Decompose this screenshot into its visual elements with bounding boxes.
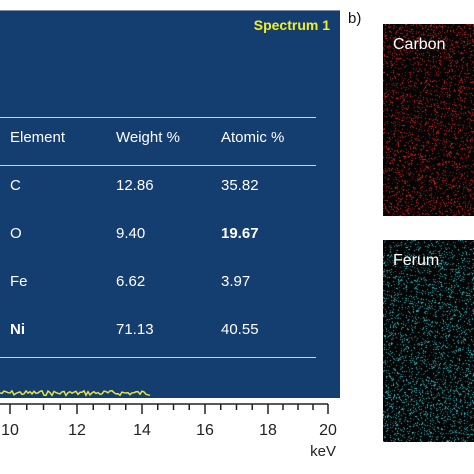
trace-background <box>0 388 340 398</box>
header-weight: Weight % <box>116 129 180 146</box>
row-atomic: 35.82 <box>221 177 259 194</box>
tick-label: 16 <box>196 422 214 439</box>
panel-b-letter: b) <box>348 10 362 27</box>
tick-label: 12 <box>68 422 86 439</box>
spectrum-baseline <box>0 389 151 397</box>
map-label: Carbon <box>393 36 446 53</box>
row-element: O <box>10 225 22 242</box>
tick-label: 10 <box>1 422 19 439</box>
spectrum-label: Spectrum 1 <box>253 17 330 33</box>
carbon-map: Carbon <box>383 24 474 216</box>
row-weight: 9.40 <box>116 225 146 242</box>
row-element: C <box>10 177 21 194</box>
eds-spectrum-panel: Spectrum 1 Element Weight % Atomic % C 1… <box>0 10 340 399</box>
row-weight: 12.86 <box>116 177 154 194</box>
tick-label: 14 <box>133 422 151 439</box>
row-weight: 71.13 <box>116 321 154 338</box>
tick-label: 18 <box>259 422 277 439</box>
tick-label: 20 <box>319 422 337 439</box>
row-element: Fe <box>10 273 28 290</box>
header-element: Element <box>10 129 66 146</box>
carbon-map-image <box>383 24 474 216</box>
table-bottom-rule <box>0 357 316 358</box>
map-label: Ferum <box>393 252 440 269</box>
x-axis-ticks <box>0 403 329 414</box>
table-top-rule <box>0 117 316 118</box>
ferum-map: Ferum <box>383 240 474 442</box>
spectrum-trace <box>0 388 340 398</box>
x-axis: 10 12 14 16 18 20 keV <box>0 398 340 474</box>
row-atomic: 19.67 <box>221 225 259 242</box>
tick-marks <box>9 404 329 414</box>
x-axis-unit: keV <box>310 443 336 460</box>
header-atomic: Atomic % <box>221 129 285 146</box>
table-header-rule <box>0 165 316 166</box>
row-element: Ni <box>10 321 25 338</box>
row-atomic: 3.97 <box>221 273 251 290</box>
row-weight: 6.62 <box>116 273 146 290</box>
row-atomic: 40.55 <box>221 321 259 338</box>
ferum-map-image <box>383 240 474 442</box>
